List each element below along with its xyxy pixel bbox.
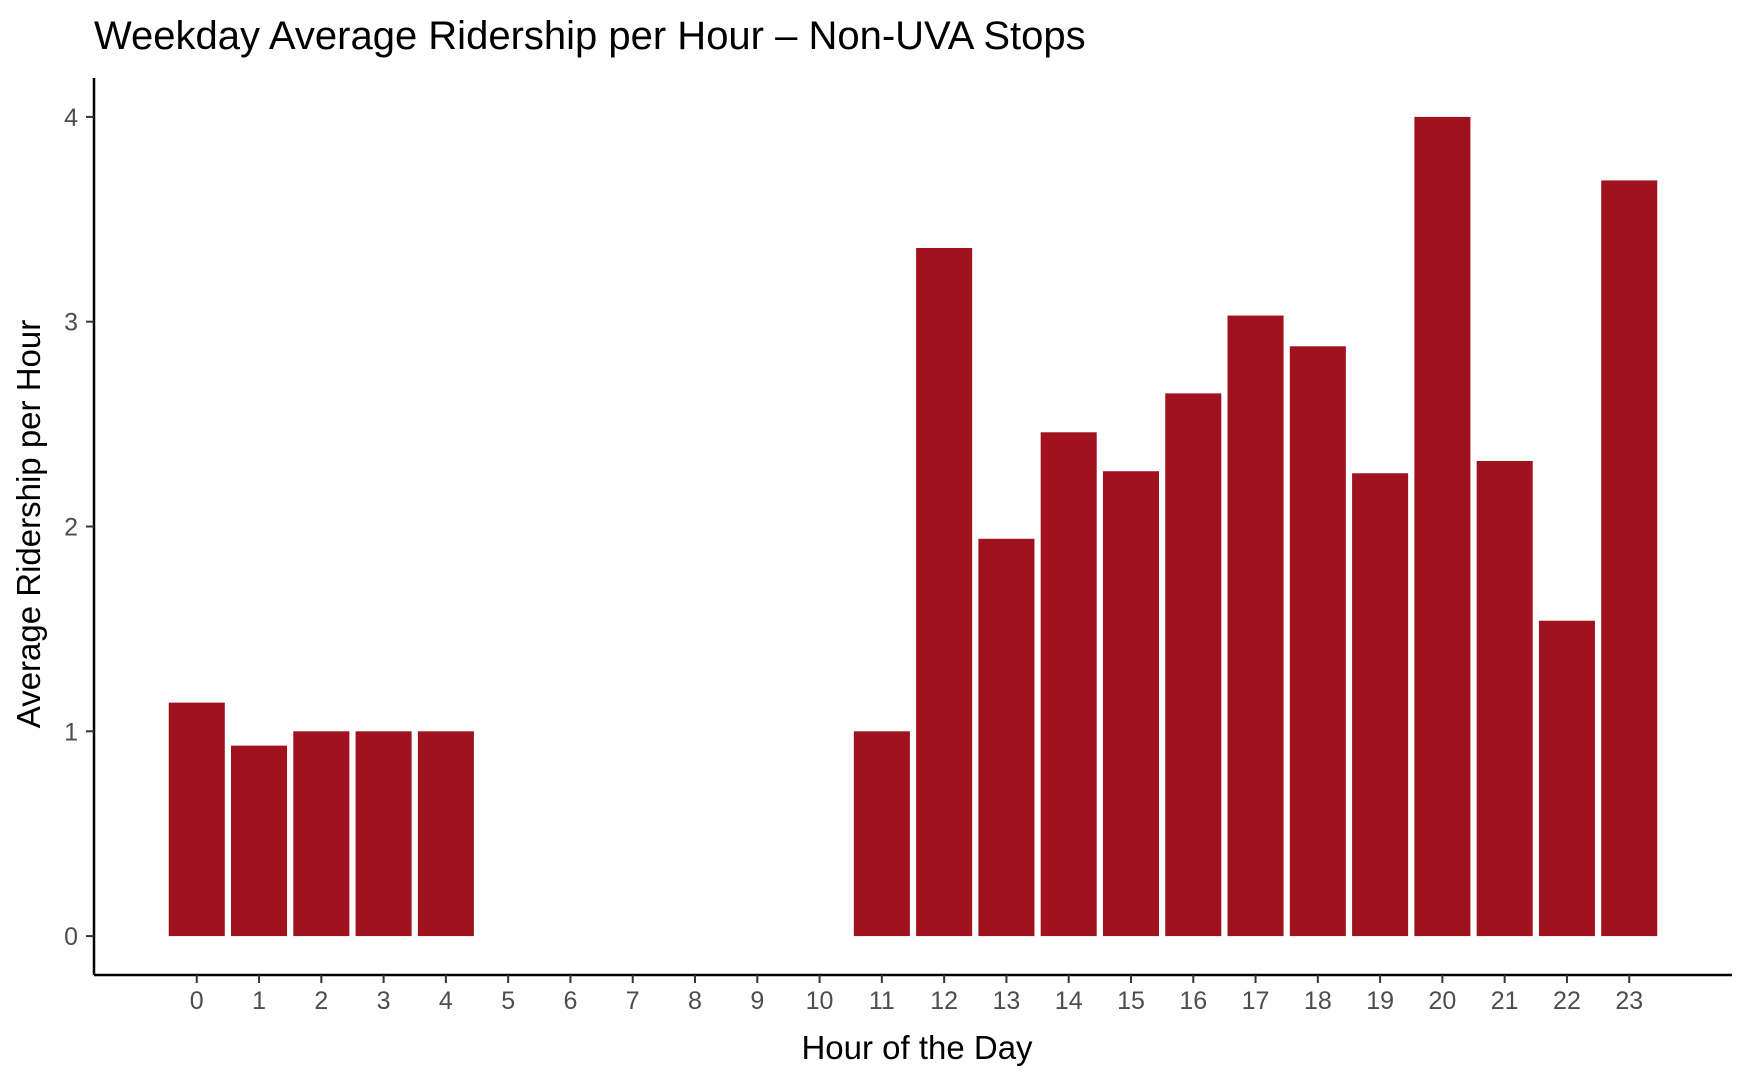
y-axis: 0 1 2 3 4 bbox=[64, 78, 96, 975]
x-tick-label: 21 bbox=[1491, 987, 1519, 1015]
x-tick-label: 7 bbox=[626, 987, 640, 1015]
bar-hour-20 bbox=[1414, 116, 1471, 937]
x-tick-label: 22 bbox=[1553, 987, 1581, 1015]
bar-hour-12 bbox=[916, 247, 973, 937]
bar-hour-0 bbox=[168, 702, 225, 937]
bar-hour-14 bbox=[1040, 432, 1097, 937]
bar-hour-23 bbox=[1601, 180, 1658, 937]
x-tick-label: 0 bbox=[190, 987, 204, 1015]
bar-hour-11 bbox=[853, 731, 910, 937]
y-tick-label: 3 bbox=[64, 309, 78, 337]
x-tick-label: 16 bbox=[1179, 987, 1207, 1015]
bar-hour-17 bbox=[1227, 315, 1284, 937]
x-tick-label: 10 bbox=[806, 987, 834, 1015]
bar-hour-15 bbox=[1102, 471, 1160, 937]
x-tick-label: 3 bbox=[377, 987, 391, 1015]
bars-group bbox=[168, 116, 1658, 937]
x-tick-label: 11 bbox=[869, 987, 895, 1015]
bar-hour-1 bbox=[231, 745, 288, 937]
bar-hour-18 bbox=[1289, 346, 1346, 937]
x-axis: 0 1 2 3 4 5 6 7 8 9 10 11 12 13 14 15 16 17 18 19 20 21 22 23 bbox=[94, 973, 1732, 1015]
y-tick-label: 0 bbox=[64, 923, 78, 951]
x-tick-label: 1 bbox=[252, 987, 266, 1015]
bar-hour-13 bbox=[978, 538, 1035, 937]
x-tick-label: 13 bbox=[993, 987, 1021, 1015]
x-axis-title: Hour of the Day bbox=[801, 1029, 1033, 1066]
y-tick-label: 1 bbox=[64, 718, 78, 746]
x-tick-label: 12 bbox=[930, 987, 958, 1015]
x-tick-label: 15 bbox=[1117, 987, 1145, 1015]
bar-hour-21 bbox=[1476, 460, 1533, 937]
x-tick-label: 8 bbox=[688, 987, 702, 1015]
bar-hour-16 bbox=[1165, 393, 1222, 937]
bar-hour-3 bbox=[355, 731, 412, 937]
bar-hour-2 bbox=[293, 731, 350, 937]
x-tick-label: 14 bbox=[1055, 987, 1083, 1015]
x-tick-label: 17 bbox=[1242, 987, 1270, 1015]
x-tick-label: 2 bbox=[314, 987, 328, 1015]
x-tick-label: 6 bbox=[563, 987, 577, 1015]
y-tick-label: 4 bbox=[64, 104, 78, 132]
x-tick-label: 5 bbox=[501, 987, 515, 1015]
x-tick-label: 20 bbox=[1428, 987, 1456, 1015]
x-tick-label: 9 bbox=[750, 987, 764, 1015]
chart-title: Weekday Average Ridership per Hour – Non… bbox=[94, 14, 1086, 58]
x-tick-label: 23 bbox=[1615, 987, 1643, 1015]
bar-hour-4 bbox=[417, 731, 474, 937]
bar-hour-19 bbox=[1352, 473, 1409, 937]
x-tick-label: 18 bbox=[1304, 987, 1332, 1015]
y-tick-label: 2 bbox=[64, 514, 78, 542]
x-tick-label: 19 bbox=[1366, 987, 1394, 1015]
y-axis-title: Average Ridership per Hour bbox=[10, 320, 47, 728]
x-tick-label: 4 bbox=[439, 987, 453, 1015]
bar-hour-22 bbox=[1538, 620, 1595, 937]
